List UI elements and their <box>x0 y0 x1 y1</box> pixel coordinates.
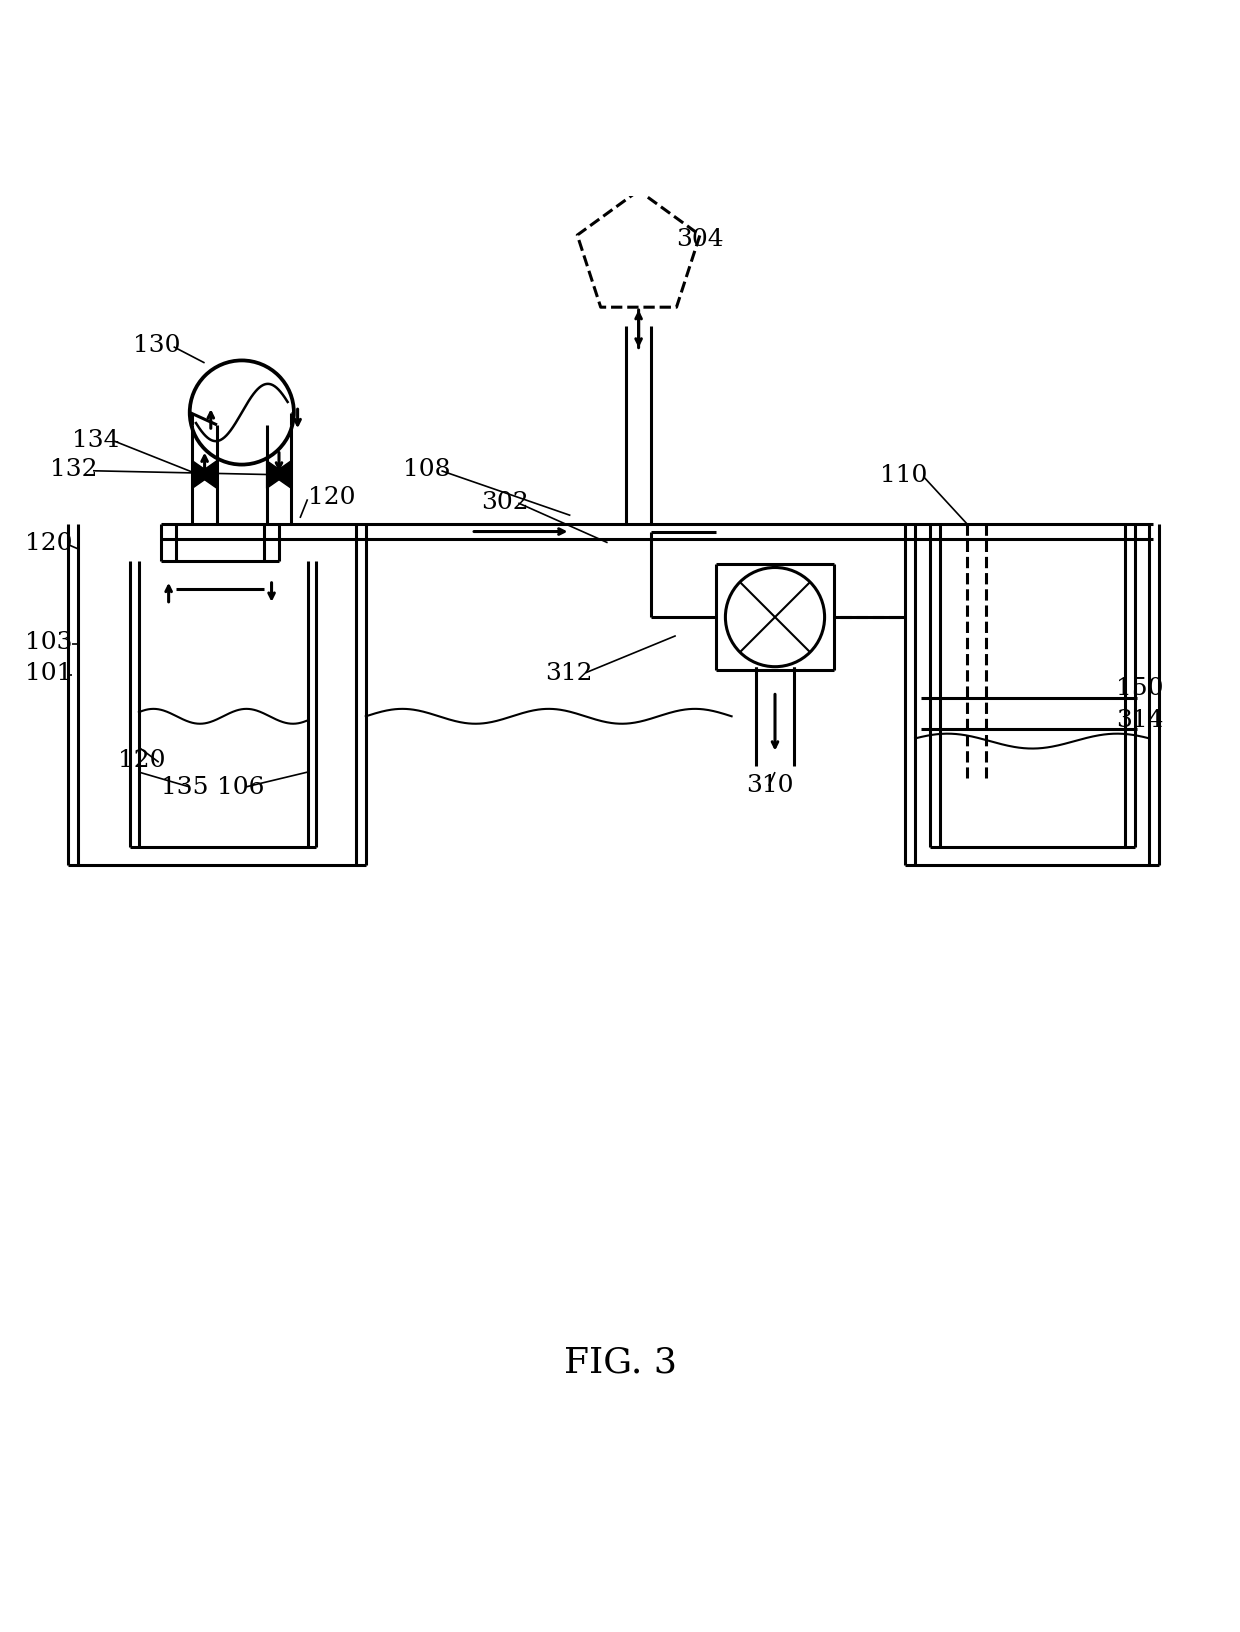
Text: 302: 302 <box>481 491 528 514</box>
Text: 120: 120 <box>25 532 72 555</box>
Text: 130: 130 <box>133 333 180 356</box>
Polygon shape <box>197 462 217 490</box>
Text: 150: 150 <box>1116 677 1163 700</box>
Text: 120: 120 <box>118 749 165 772</box>
Polygon shape <box>192 462 212 490</box>
Text: 304: 304 <box>676 228 723 251</box>
Text: 120: 120 <box>308 486 355 509</box>
Text: FIG. 3: FIG. 3 <box>563 1345 677 1379</box>
Polygon shape <box>272 462 291 490</box>
Text: 103: 103 <box>25 630 72 654</box>
Text: 108: 108 <box>403 457 450 480</box>
Text: 110: 110 <box>880 463 928 486</box>
Text: 135: 135 <box>161 775 208 798</box>
Text: 106: 106 <box>217 775 264 798</box>
Text: 314: 314 <box>1116 708 1163 731</box>
Polygon shape <box>267 462 286 490</box>
Text: 310: 310 <box>746 774 794 796</box>
Text: 312: 312 <box>546 661 593 685</box>
Text: 101: 101 <box>25 661 72 685</box>
Text: 134: 134 <box>72 429 119 452</box>
Text: 132: 132 <box>50 457 97 480</box>
